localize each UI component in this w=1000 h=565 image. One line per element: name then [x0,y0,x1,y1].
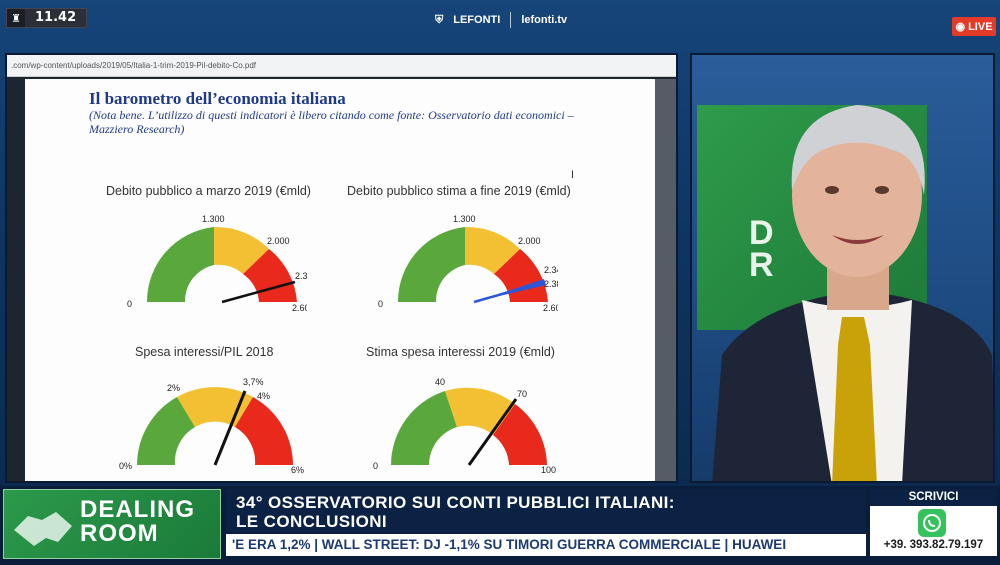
guest-smile [832,235,884,244]
brand-name: LEFONTI [453,14,501,26]
gauge-max-label: 6% [291,465,304,475]
live-badge: ◉ LIVE [952,17,996,36]
gauge-value2-label: 2.385 [544,279,558,289]
guest-portrait [712,105,993,481]
gauge-t1-label: 1.300 [453,214,476,224]
handshake-icon [14,512,72,546]
gauge-t2-label: 2.000 [518,236,541,246]
backdrop-logo-text: D R [749,214,774,284]
gauge-debito-fine: 0 1.300 2.000 2.349 2.385 2.600 [378,214,558,312]
slide-scrollbar[interactable] [655,79,676,481]
gauge-title-debito-fine: Debito pubblico stima a fine 2019 (€mld) [347,184,571,198]
brand-header: ⛨ LEFONTI lefonti.tv [435,12,567,28]
gauge-needle [467,398,518,466]
gauge-max-label: 2.600 [292,303,307,312]
gauge-min-label: 0 [127,299,132,309]
gauge-t2-label: 4% [257,391,270,401]
gauge-yellow-zone [214,226,269,274]
guest-video: D R [690,53,995,483]
live-label: LIVE [968,20,993,33]
gauge-max-label: 2.600 [543,303,558,312]
gauge-min-label: 0 [378,299,383,309]
gauge-green-zone [391,391,457,465]
gauge-needle [221,280,296,304]
text-cursor-icon: I [571,169,575,181]
headline-line1: 34° OSSERVATORIO SUI CONTI PUBBLICI ITAL… [236,493,675,512]
gauge-needle [213,390,247,466]
browser-address-bar[interactable]: .com/wp-content/uploads/2019/05/Italia-1… [7,55,676,77]
gauge-max-label: 100 [541,465,556,475]
scrivici-label: SCRIVICI [870,489,997,506]
guest-eye-right [875,186,889,194]
brand-divider [510,12,512,28]
headline-line2: LE CONCLUSIONI [236,512,388,531]
gauge-t1-label: 2% [167,383,180,393]
lefonti-logo-icon: ⛨ [435,13,444,26]
slide-note: (Nota bene. L’utilizzo di questi indicat… [89,108,574,136]
guest-hair [791,105,925,195]
gauge-t2-label: 70 [517,389,527,399]
gauge-title-spesa-pil: Spesa interessi/PIL 2018 [135,345,274,359]
gauge-min-label: 0% [119,461,132,471]
show-logo-text: DEALING ROOM [80,498,195,546]
gauge-green-zone [397,227,465,302]
presentation-window: .com/wp-content/uploads/2019/05/Italia-1… [5,53,678,483]
gauge-red-zone [493,404,547,465]
gauge-yellow-zone [465,226,520,274]
gauge-title-stima-spesa: Stima spesa interessi 2019 (€mld) [366,345,555,359]
whatsapp-icon [918,509,946,537]
gauge-t1-label: 40 [435,377,445,387]
gauge-title-debito-marzo: Debito pubblico a marzo 2019 (€mld) [106,184,311,198]
whatsapp-box: +39. 393.82.79.197 [870,506,997,556]
clock-widget: ♜ 11.42 [6,8,88,28]
gauge-t2-label: 2.000 [267,236,290,246]
gauge-spesa-pil: 0% 2% 3,7% 4% 6% [119,377,304,475]
slide-title: Il barometro dell’economia italiana [89,89,346,108]
show-logo: DEALING ROOM [3,489,221,559]
gauge-value-label: 2.359 [295,271,307,281]
brand-url: lefonti.tv [521,14,568,26]
show-logo-line1: DEALING [80,496,195,523]
gauge-red-zone [494,249,548,302]
gauge-green-zone [146,227,214,302]
guest-tie [832,317,877,481]
gauge-value-label: 3,7% [243,377,264,387]
slide-page: Il barometro dell’economia italiana (Not… [25,79,655,481]
guest-eye-left [825,186,839,194]
gauge-value-label: 2.349 [544,265,558,275]
gauge-t1-label: 1.300 [202,214,225,224]
channel-logo-icon: ♜ [11,12,21,25]
news-ticker: 'E ERA 1,2% | WALL STREET: DJ -1,1% SU T… [226,534,866,556]
gauge-debito-marzo: 0 1.300 2.000 2.359 2.600 [127,214,307,312]
gauge-green-zone [137,397,195,465]
gauge-min-label: 0 [373,461,378,471]
gauge-red-zone [235,397,293,465]
top-bar: ♜ 11.42 ⛨ LEFONTI lefonti.tv ◉ LIVE [0,0,1000,40]
gauge-stima-spesa: 0 40 70 100 [373,377,556,475]
whatsapp-number: +39. 393.82.79.197 [883,539,984,551]
gauge-red-zone [243,249,297,302]
broadcast-icon: ◉ [955,21,966,33]
gauge-needle [473,280,545,304]
headline-box: 34° OSSERVATORIO SUI CONTI PUBBLICI ITAL… [226,489,866,533]
show-logo-line2: ROOM [80,520,159,547]
guest-face [792,113,922,277]
clock-time: 11.42 [25,9,87,27]
